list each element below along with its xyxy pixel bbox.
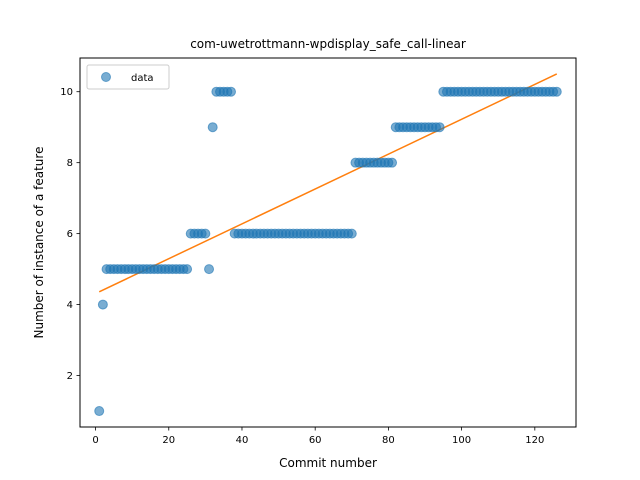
data-points-layer: [94, 86, 562, 417]
legend-label-data: data: [131, 73, 154, 84]
x-tick-label: 0: [92, 435, 98, 446]
legend: data: [86, 64, 170, 90]
y-axis-label: Number of instance of a feature: [32, 147, 46, 339]
data-point: [434, 122, 445, 133]
y-tick-label: 4: [67, 300, 73, 311]
legend-box: [86, 64, 170, 90]
data-point: [346, 228, 357, 239]
legend-marker-data: [101, 72, 111, 82]
data-point: [225, 86, 236, 97]
data-point: [200, 228, 211, 239]
data-point: [94, 406, 105, 417]
x-ticks: 0 20 40 60 80 100 120: [92, 427, 544, 446]
y-tick-label: 8: [67, 158, 73, 169]
x-tick-label: 60: [309, 435, 322, 446]
y-tick-label: 2: [67, 371, 73, 382]
fit-line: [98, 73, 558, 293]
axes-layer: [79, 57, 577, 428]
x-tick-label: 40: [236, 435, 249, 446]
chart-title: com-uwetrottmann-wpdisplay_safe_call-lin…: [190, 37, 466, 51]
data-point: [387, 157, 398, 168]
axes-frame: [79, 57, 577, 428]
y-tick-label: 6: [67, 229, 73, 240]
fit-line-layer: [98, 73, 558, 293]
x-tick-label: 120: [525, 435, 544, 446]
data-point: [204, 264, 215, 275]
data-point: [182, 264, 193, 275]
x-tick-label: 20: [162, 435, 175, 446]
y-ticks: 2 4 6 8 10: [60, 87, 80, 382]
x-axis-label: Commit number: [279, 456, 377, 470]
x-tick-label: 100: [452, 435, 471, 446]
data-point: [207, 122, 218, 133]
x-tick-label: 80: [382, 435, 395, 446]
y-tick-label: 10: [60, 87, 73, 98]
data-point: [97, 299, 108, 310]
data-point: [551, 86, 562, 97]
